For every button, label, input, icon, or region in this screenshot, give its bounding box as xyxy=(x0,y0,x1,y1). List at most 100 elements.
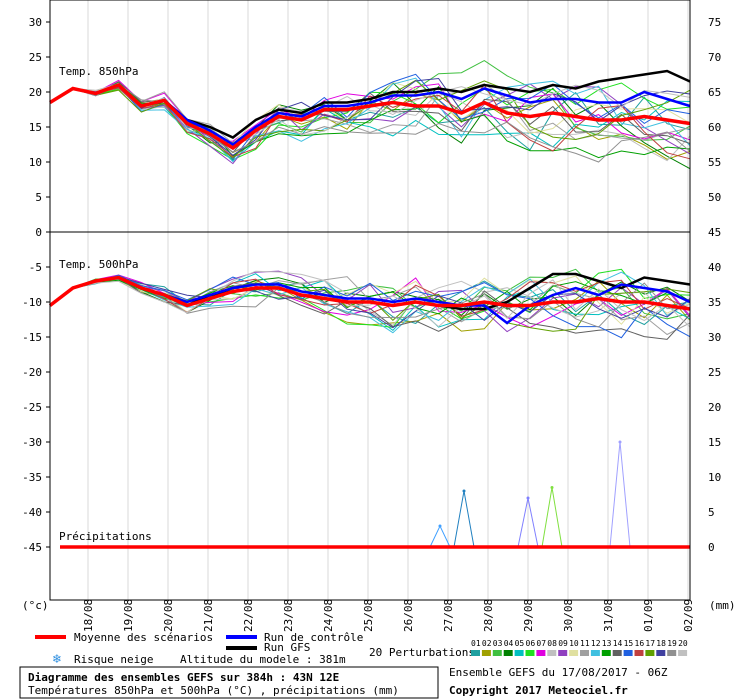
y-tick-right: 55 xyxy=(708,156,721,169)
perturb-legend-swatch xyxy=(656,650,666,656)
perturb-legend-swatch xyxy=(590,650,600,656)
panel-label-500: Temp. 500hPa xyxy=(59,258,138,271)
precip-label: Précipitations xyxy=(59,530,152,543)
mean-line-850 xyxy=(49,82,691,151)
y-tick-right: 60 xyxy=(708,121,721,134)
perturb-legend-number: 04 xyxy=(504,639,514,648)
perturbation-line-500 xyxy=(49,276,691,329)
footer-title: Diagramme des ensembles GEFS sur 384h : … xyxy=(28,671,339,684)
main-series xyxy=(48,69,691,549)
x-tick-label: 29/08 xyxy=(522,599,535,632)
snow-label: Risque neige xyxy=(74,653,153,666)
perturb-legend-number: 18 xyxy=(656,639,666,648)
legend-gfs-label: Run GFS xyxy=(264,641,310,654)
perturb-legend-swatch xyxy=(492,650,502,656)
perturb-legend-number: 11 xyxy=(580,639,590,648)
precip-peak-point xyxy=(526,496,530,500)
y-tick-right: 40 xyxy=(708,261,721,274)
perturb-legend-number: 01 xyxy=(471,639,481,648)
y-tick-right: 20 xyxy=(708,401,721,414)
copyright: Copyright 2017 Meteociel.fr xyxy=(449,684,628,697)
perturbation-line-850 xyxy=(49,84,691,160)
y-tick-left: -5 xyxy=(29,261,42,274)
x-tick-label: 21/08 xyxy=(202,599,215,632)
precip-peak-point xyxy=(462,489,466,493)
perturb-legend-swatch xyxy=(547,650,557,656)
perturb-legend-swatch xyxy=(623,650,633,656)
y-tick-right: 65 xyxy=(708,86,721,99)
perturbation-line-500 xyxy=(49,274,691,339)
perturb-legend-number: 13 xyxy=(602,639,612,648)
y-tick-right: 75 xyxy=(708,16,721,29)
y-tick-right: 10 xyxy=(708,471,721,484)
y-tick-left: 10 xyxy=(29,156,42,169)
x-tick-label: 23/08 xyxy=(282,599,295,632)
perturb-legend-swatch xyxy=(601,650,611,656)
perturb-legend-swatch xyxy=(667,650,677,656)
perturb-legend-swatch xyxy=(514,650,524,656)
left-unit: (°c) xyxy=(22,599,49,612)
perturb-legend-number: 07 xyxy=(536,639,546,648)
panel-label-850: Temp. 850hPa xyxy=(59,65,138,78)
perturb-legend-swatch xyxy=(503,650,513,656)
perturb-legend-swatch xyxy=(634,650,644,656)
ensemble-label: Ensemble GEFS du 17/08/2017 - 06Z xyxy=(449,666,668,679)
y-tick-right: 25 xyxy=(708,366,721,379)
y-tick-left: 15 xyxy=(29,121,42,134)
y-tick-right: 30 xyxy=(708,331,721,344)
x-tick-label: 31/08 xyxy=(602,599,615,632)
x-tick-label: 30/08 xyxy=(562,599,575,632)
x-tick-label: 24/08 xyxy=(322,599,335,632)
x-tick-label: 02/09 xyxy=(682,599,695,632)
x-tick-label: 01/09 xyxy=(642,599,655,632)
precip-peak-point xyxy=(550,486,554,489)
perturb-legend-number: 17 xyxy=(645,639,655,648)
perturb-legend-number: 09 xyxy=(558,639,568,648)
legend-control-label: Run de contrôle xyxy=(264,631,363,644)
y-tick-left: -15 xyxy=(22,331,42,344)
perturb-legend-number: 05 xyxy=(515,639,525,648)
perturb-legend-number: 10 xyxy=(569,639,579,648)
perturb-legend-swatch xyxy=(536,650,546,656)
y-tick-right: 15 xyxy=(708,436,721,449)
y-tick-right: 70 xyxy=(708,51,721,64)
y-tick-left: 20 xyxy=(29,86,42,99)
axes: 18/08 19/08 20/08 21/08 22/08 23/08 24/08 25/08… xyxy=(22,0,721,632)
y-tick-left: -35 xyxy=(22,471,42,484)
perturb-legend-number: 14 xyxy=(613,639,623,648)
perturbation-line-500 xyxy=(49,273,691,331)
perturb-legend-swatch xyxy=(525,650,535,656)
x-tick-label: 26/08 xyxy=(402,599,415,632)
y-tick-left: -45 xyxy=(22,541,42,554)
perturbation-line-850 xyxy=(49,87,691,162)
y-tick-left: -25 xyxy=(22,401,42,414)
perturb-legend-number: 19 xyxy=(667,639,677,648)
x-tick-label: 20/08 xyxy=(162,599,175,632)
y-tick-right: 5 xyxy=(708,506,715,519)
perturb-legend-swatch xyxy=(678,650,688,656)
perturb-legend-number: 08 xyxy=(547,639,557,648)
perturb-legend-number: 15 xyxy=(624,639,634,648)
y-tick-right: 50 xyxy=(708,191,721,204)
panel-frame-bottom xyxy=(49,231,691,601)
y-tick-right: 0 xyxy=(708,541,715,554)
y-tick-right: 45 xyxy=(708,226,721,239)
perturb-legend-swatch xyxy=(580,650,589,656)
perturb-legend-swatch xyxy=(612,650,622,656)
y-tick-left: -40 xyxy=(22,506,42,519)
perturb-legend-swatch xyxy=(481,650,491,656)
y-tick-left: -10 xyxy=(22,296,42,309)
y-tick-left: 5 xyxy=(35,191,42,204)
perturbation-line-500 xyxy=(49,270,691,328)
perturb-legend-number: 16 xyxy=(635,639,645,648)
x-tick-label: 22/08 xyxy=(242,599,255,632)
legend-perturb-label: 20 Perturbations xyxy=(369,646,475,659)
perturb-legend-number: 12 xyxy=(591,639,601,648)
perturb-legend-swatch xyxy=(569,650,579,656)
perturb-legend-swatch xyxy=(471,650,480,656)
precip-peak-point xyxy=(618,440,622,444)
footer-box xyxy=(19,666,439,699)
x-tick-label: 18/08 xyxy=(82,599,95,632)
y-tick-left: 0 xyxy=(35,226,42,239)
